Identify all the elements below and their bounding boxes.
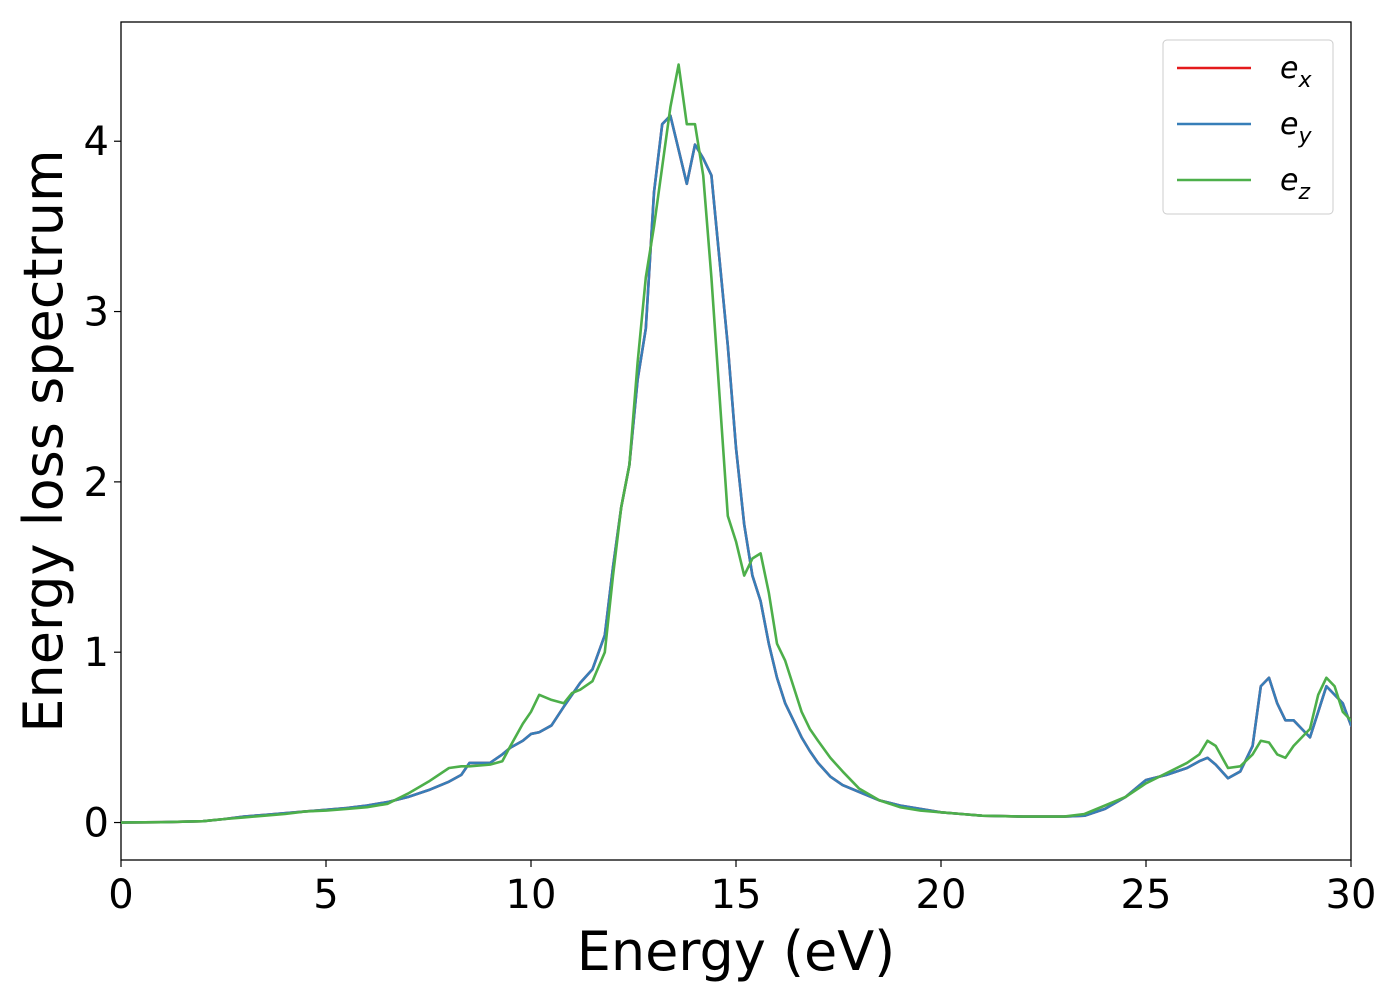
y-tick-label: 0 — [84, 801, 109, 847]
legend: ex ey ez — [1162, 39, 1334, 215]
series-line-y — [121, 114, 1351, 824]
y-tick-label: 1 — [84, 630, 109, 676]
y-tick-label: 4 — [84, 119, 109, 165]
y-axis-label: Energy loss spectrum — [12, 149, 75, 732]
x-tick-label: 30 — [1326, 872, 1377, 918]
series-line-z — [121, 63, 1351, 824]
y-tick-label: 3 — [84, 290, 109, 336]
x-tick-label: 20 — [916, 872, 967, 918]
y-tick-label: 2 — [84, 460, 109, 506]
legend-box — [1162, 39, 1334, 215]
x-tick-label: 0 — [108, 872, 133, 918]
x-tick-label: 15 — [711, 872, 762, 918]
x-tick-label: 10 — [506, 872, 557, 918]
x-tick-label: 5 — [313, 872, 338, 918]
y-axis: 0 1 2 3 4 — [84, 119, 121, 847]
legend-label-y: ey — [1280, 107, 1312, 149]
x-tick-label: 25 — [1121, 872, 1172, 918]
legend-entries: ex ey ez — [1177, 51, 1312, 205]
legend-label-z: ez — [1280, 163, 1310, 205]
x-axis-label: Energy (eV) — [577, 920, 896, 983]
legend-label-x: ex — [1280, 51, 1312, 93]
series-layer — [121, 63, 1351, 824]
x-axis: 0 5 10 15 20 25 30 — [108, 860, 1376, 918]
